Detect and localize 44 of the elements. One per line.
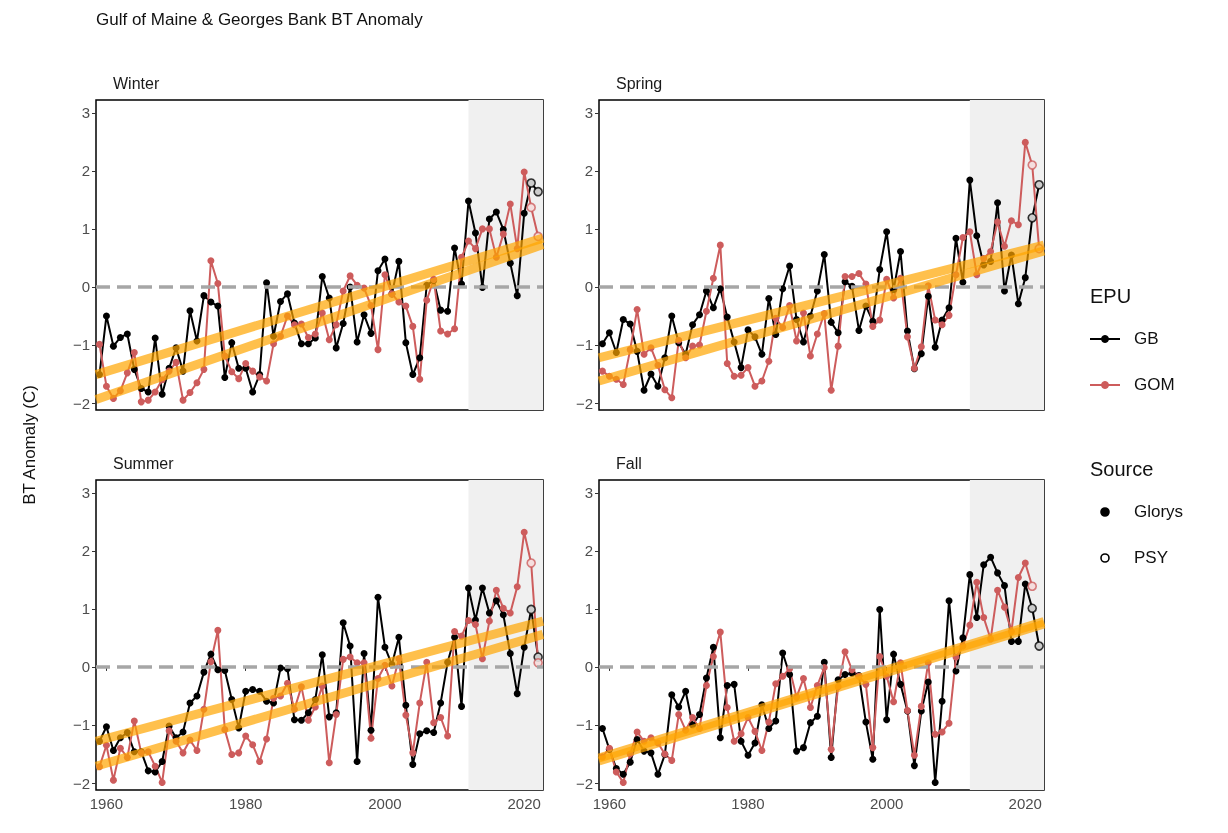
y-tick-label: −1: [72, 716, 90, 734]
y-tick-label: 1: [584, 600, 593, 618]
legend-label: GB: [1134, 329, 1159, 349]
y-tick-label: −2: [575, 394, 593, 412]
x-tick-label: 2000: [869, 795, 904, 812]
chart-title: Winter: [113, 74, 160, 92]
y-tick-label: 2: [81, 542, 90, 560]
y-tick-label: 0: [584, 278, 593, 296]
x-tick-label: 2020: [1008, 795, 1042, 812]
y-tick-label: 1: [584, 220, 593, 238]
y-tick-label: −2: [72, 774, 90, 792]
y-axis-title: BT Anomaly (C): [20, 385, 40, 505]
text: Glorys: [1134, 502, 1184, 522]
y-tick-label: 2: [81, 162, 90, 180]
x-tick-label: 2020: [507, 795, 541, 812]
text: Source: [1090, 458, 1155, 481]
y-tick-label: 1: [81, 220, 90, 238]
y-tick-label: 1: [81, 600, 90, 618]
x-tick-label: 1980: [229, 795, 263, 812]
chart-title: Spring: [616, 74, 663, 92]
y-tick-label: −2: [575, 774, 593, 792]
legend-title: EPU: [1090, 285, 1133, 308]
y-tick-label: −2: [72, 394, 90, 412]
x-tick-label: 1960: [592, 795, 627, 812]
x-tick-label: 2000: [368, 795, 402, 812]
y-tick-label: 3: [584, 104, 593, 122]
y-tick-label: 3: [81, 104, 90, 122]
legend-label: GOM: [1134, 375, 1175, 395]
y-tick-label: 0: [81, 658, 90, 676]
chart-title: Fall: [616, 454, 642, 472]
y-tick-label: 3: [81, 484, 90, 502]
x-tick-label: 1960: [89, 795, 124, 812]
text: Gulf of Maine & Georges Bank BT Anomaly: [96, 10, 423, 30]
chart-title: Summer: [113, 454, 175, 472]
y-tick-label: 0: [81, 278, 90, 296]
y-tick-label: −1: [72, 336, 90, 354]
y-tick-label: 3: [584, 484, 593, 502]
y-tick-label: 0: [584, 658, 593, 676]
y-tick-label: 2: [584, 542, 593, 560]
y-tick-label: −1: [575, 336, 593, 354]
y-tick-label: 2: [584, 162, 593, 180]
legend-label: PSY: [1134, 548, 1169, 568]
x-tick-label: 1980: [731, 795, 765, 812]
y-tick-label: −1: [575, 716, 593, 734]
